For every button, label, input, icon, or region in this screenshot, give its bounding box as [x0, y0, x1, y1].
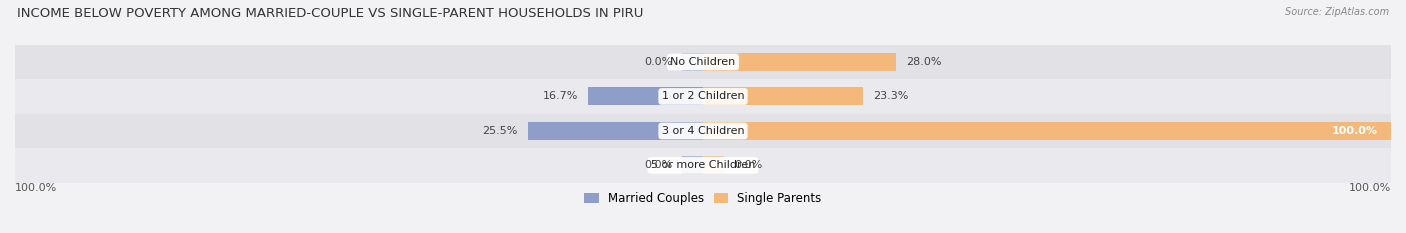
Text: 0.0%: 0.0% — [644, 161, 672, 171]
Bar — [703, 122, 1391, 140]
Bar — [527, 122, 703, 140]
Text: 0.0%: 0.0% — [644, 57, 672, 67]
Bar — [15, 148, 1391, 183]
Bar — [703, 53, 896, 71]
Text: 100.0%: 100.0% — [1348, 183, 1391, 193]
Text: INCOME BELOW POVERTY AMONG MARRIED-COUPLE VS SINGLE-PARENT HOUSEHOLDS IN PIRU: INCOME BELOW POVERTY AMONG MARRIED-COUPL… — [17, 7, 644, 20]
Legend: Married Couples, Single Parents: Married Couples, Single Parents — [579, 187, 827, 210]
Text: No Children: No Children — [671, 57, 735, 67]
Bar — [703, 157, 724, 175]
Text: 1 or 2 Children: 1 or 2 Children — [662, 91, 744, 101]
Bar — [682, 53, 703, 71]
Bar — [588, 87, 703, 105]
Text: 100.0%: 100.0% — [15, 183, 58, 193]
Text: 16.7%: 16.7% — [543, 91, 578, 101]
Text: 3 or 4 Children: 3 or 4 Children — [662, 126, 744, 136]
Text: 5 or more Children: 5 or more Children — [651, 161, 755, 171]
Text: Source: ZipAtlas.com: Source: ZipAtlas.com — [1285, 7, 1389, 17]
Bar — [15, 79, 1391, 114]
Text: 23.3%: 23.3% — [873, 91, 910, 101]
Bar — [682, 157, 703, 175]
Text: 0.0%: 0.0% — [734, 161, 762, 171]
Text: 28.0%: 28.0% — [905, 57, 942, 67]
Text: 100.0%: 100.0% — [1331, 126, 1378, 136]
Text: 25.5%: 25.5% — [482, 126, 517, 136]
Bar — [703, 87, 863, 105]
Bar — [15, 114, 1391, 148]
Bar — [15, 45, 1391, 79]
